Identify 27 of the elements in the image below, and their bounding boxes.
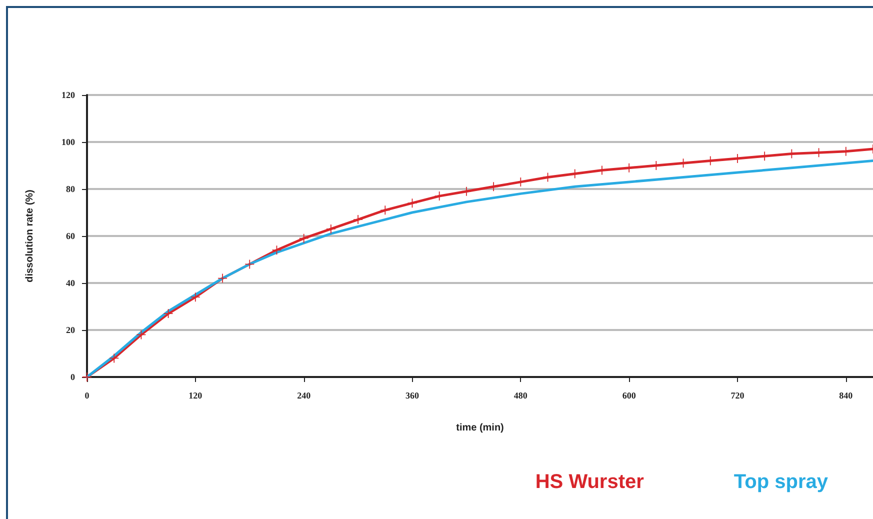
y-tick-label: 60 bbox=[66, 231, 76, 241]
x-tick-label: 600 bbox=[622, 390, 636, 400]
x-tick-label: 0 bbox=[84, 390, 90, 400]
point bbox=[299, 234, 308, 243]
y-tick-label: 40 bbox=[66, 278, 76, 288]
x-tick-label: 360 bbox=[405, 390, 420, 400]
text: HS Wurster bbox=[535, 471, 644, 493]
x-axis-title: time (min) bbox=[456, 422, 504, 434]
y-tick-label: 20 bbox=[66, 325, 76, 335]
x-tick-label: 240 bbox=[297, 390, 312, 400]
y-axis-title: dissolution rate (%) bbox=[24, 190, 36, 282]
y-tick-label: 120 bbox=[62, 90, 76, 100]
point bbox=[164, 309, 173, 318]
x-tick-label: 840 bbox=[839, 390, 854, 400]
text: Top spray bbox=[734, 471, 829, 493]
y-tick-label: 0 bbox=[70, 372, 76, 382]
x-tick-label: 120 bbox=[188, 390, 203, 400]
x-tick-label: 480 bbox=[514, 390, 528, 400]
point bbox=[489, 182, 498, 192]
point bbox=[190, 292, 200, 302]
y-tick-label: 100 bbox=[62, 137, 76, 147]
point bbox=[380, 206, 390, 215]
y-tick-label: 80 bbox=[66, 184, 76, 194]
point bbox=[462, 186, 471, 196]
point bbox=[354, 215, 363, 224]
point bbox=[326, 224, 336, 234]
x-tick-label: 720 bbox=[730, 390, 745, 400]
